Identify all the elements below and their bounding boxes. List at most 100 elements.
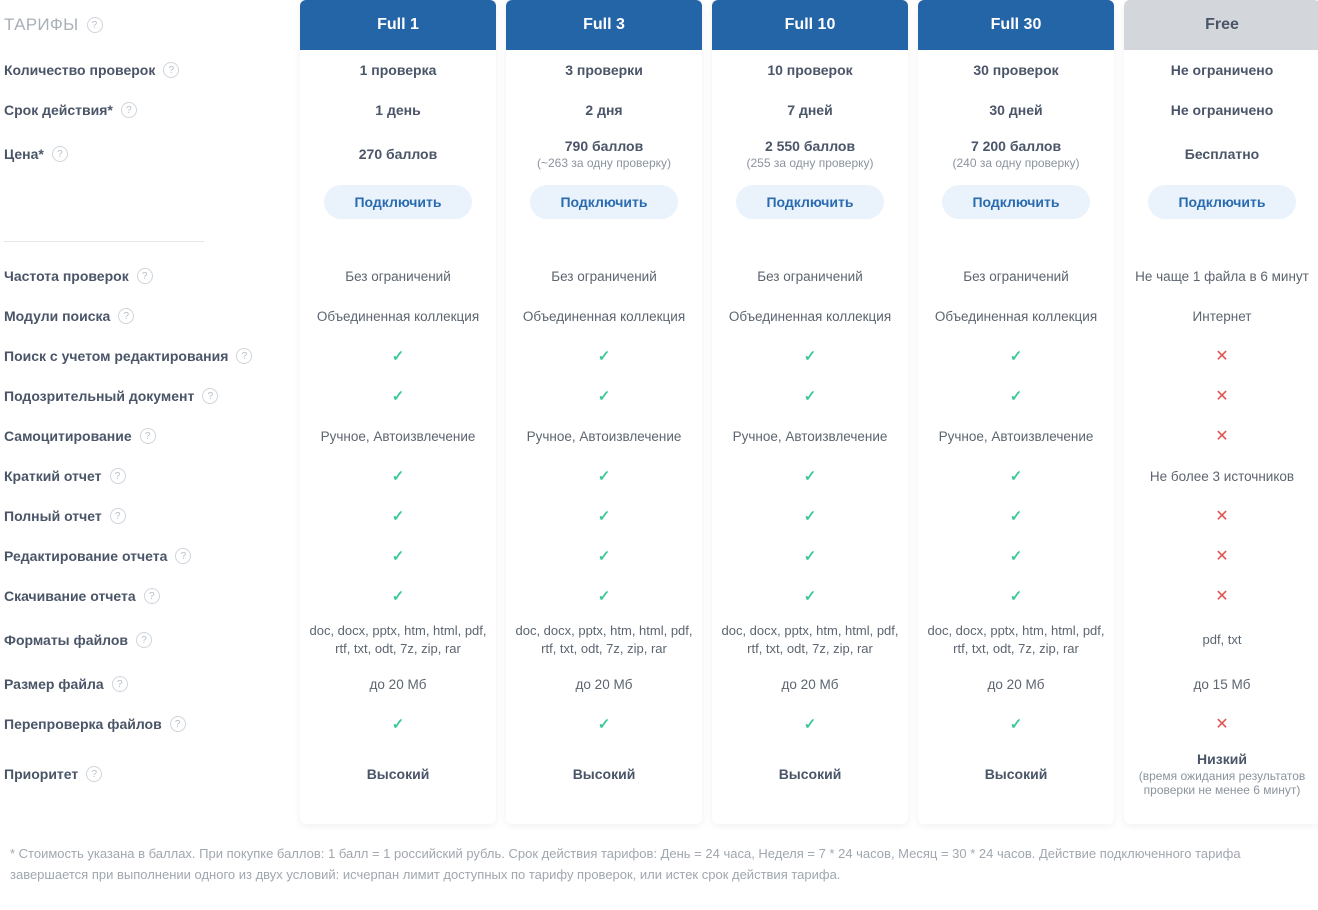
plan-cell: Высокий [918,744,1114,804]
check-icon: ✓ [804,387,817,405]
plan-cell: 270 баллов [300,130,496,178]
cell-subtext: (255 за одну проверку) [746,156,873,170]
cell-text: 7 дней [787,102,832,118]
connect-button[interactable]: Подключить [530,185,677,219]
plan-cell: doc, docx, pptx, htm, html, pdf, rtf, tx… [712,616,908,664]
plan-cell: Не ограничено [1124,90,1318,130]
cross-icon: ✕ [1215,506,1228,526]
plan-cell: ✓ [506,456,702,496]
divider [4,226,290,256]
cell-text: Интернет [1193,309,1252,324]
help-icon[interactable]: ? [170,716,186,732]
plan-cell: Ручное, Автоизвлечение [918,416,1114,456]
plan-cell: 3 проверки [506,50,702,90]
help-icon[interactable]: ? [175,548,191,564]
connect-button[interactable]: Подключить [736,185,883,219]
plan-cell: ✓ [300,336,496,376]
cell-text: 10 проверок [767,62,852,78]
check-icon: ✓ [1010,387,1023,405]
label-text: Подозрительный документ [4,388,194,404]
connect-button[interactable]: Подключить [942,185,1089,219]
plan-cell: ✓ [300,576,496,616]
help-icon[interactable]: ? [86,766,102,782]
cell-text: Ручное, Автоизвлечение [321,429,476,444]
plan-cell: 790 баллов(~263 за одну проверку) [506,130,702,178]
help-icon[interactable]: ? [140,428,156,444]
check-icon: ✓ [392,715,405,733]
check-icon: ✓ [804,507,817,525]
cross-icon: ✕ [1215,546,1228,566]
plan-cell: ✓ [712,456,908,496]
check-icon: ✓ [1010,467,1023,485]
plan-cell: ✕ [1124,336,1318,376]
check-icon: ✓ [598,507,611,525]
row-label-search_with_edit: Поиск с учетом редактирования? [4,336,290,376]
cell-text: 7 200 баллов [971,138,1061,154]
plan-name: Free [1205,16,1239,34]
plan-header: Full 1 [300,0,496,50]
check-icon: ✓ [598,715,611,733]
help-icon[interactable]: ? [136,632,152,648]
pricing-grid: ТАРИФЫ?Количество проверок?Срок действия… [4,0,1314,824]
check-icon: ✓ [1010,715,1023,733]
help-icon[interactable]: ? [87,17,103,33]
plan-cell: ✓ [918,496,1114,536]
label-text: Модули поиска [4,308,110,324]
help-icon[interactable]: ? [121,102,137,118]
row-label-duration: Срок действия*? [4,90,290,130]
help-icon[interactable]: ? [202,388,218,404]
plan-cell: 30 дней [918,90,1114,130]
cell-text: Низкий [1197,751,1247,767]
plan-cell: ✓ [300,536,496,576]
connect-button[interactable]: Подключить [1148,185,1295,219]
plan-cell: ✓ [712,496,908,536]
plan-cell: ✓ [300,704,496,744]
connect-cell: Подключить [918,178,1114,226]
cell-text: до 20 Мб [576,677,633,692]
label-text: Краткий отчет [4,468,102,484]
plan-cell: ✓ [506,496,702,536]
help-icon[interactable]: ? [110,508,126,524]
help-icon[interactable]: ? [137,268,153,284]
help-icon[interactable]: ? [163,62,179,78]
plan-cell: 10 проверок [712,50,908,90]
row-label-file_size: Размер файла? [4,664,290,704]
cell-subtext: (~263 за одну проверку) [537,156,671,170]
plan-name: Full 10 [785,16,836,34]
cell-text: Бесплатно [1185,146,1259,162]
plan-cell: Без ограничений [712,256,908,296]
cell-text: Высокий [779,766,842,782]
cell-text: Ручное, Автоизвлечение [733,429,888,444]
check-icon: ✓ [804,715,817,733]
help-icon[interactable]: ? [118,308,134,324]
cell-text: до 20 Мб [782,677,839,692]
cell-text: до 15 Мб [1194,677,1251,692]
cell-text: 1 проверка [360,62,437,78]
help-icon[interactable]: ? [236,348,252,364]
spacer [712,226,908,256]
plan-cell: Объединенная коллекция [506,296,702,336]
plan-column-full1: Full 11 проверка1 день270 балловПодключи… [300,0,496,824]
plan-cell: Высокий [300,744,496,804]
help-icon[interactable]: ? [112,676,128,692]
help-icon[interactable]: ? [144,588,160,604]
spacer [300,226,496,256]
plan-cell: до 20 Мб [712,664,908,704]
cell-text: Не ограничено [1171,62,1274,78]
title-text: ТАРИФЫ [4,15,79,35]
row-label-priority: Приоритет? [4,744,290,804]
cell-text: Высокий [985,766,1048,782]
check-icon: ✓ [598,387,611,405]
cell-text: Не чаще 1 файла в 6 минут [1135,269,1309,284]
plan-cell: 2 550 баллов(255 за одну проверку) [712,130,908,178]
plan-cell: ✓ [918,536,1114,576]
help-icon[interactable]: ? [52,146,68,162]
connect-button[interactable]: Подключить [324,185,471,219]
help-icon[interactable]: ? [110,468,126,484]
plan-cell: ✓ [918,576,1114,616]
connect-cell: Подключить [1124,178,1318,226]
cell-subtext: (240 за одну проверку) [952,156,1079,170]
plan-cell: doc, docx, pptx, htm, html, pdf, rtf, tx… [300,616,496,664]
check-icon: ✓ [1010,347,1023,365]
footnote: * Стоимость указана в баллах. При покупк… [4,824,1314,896]
